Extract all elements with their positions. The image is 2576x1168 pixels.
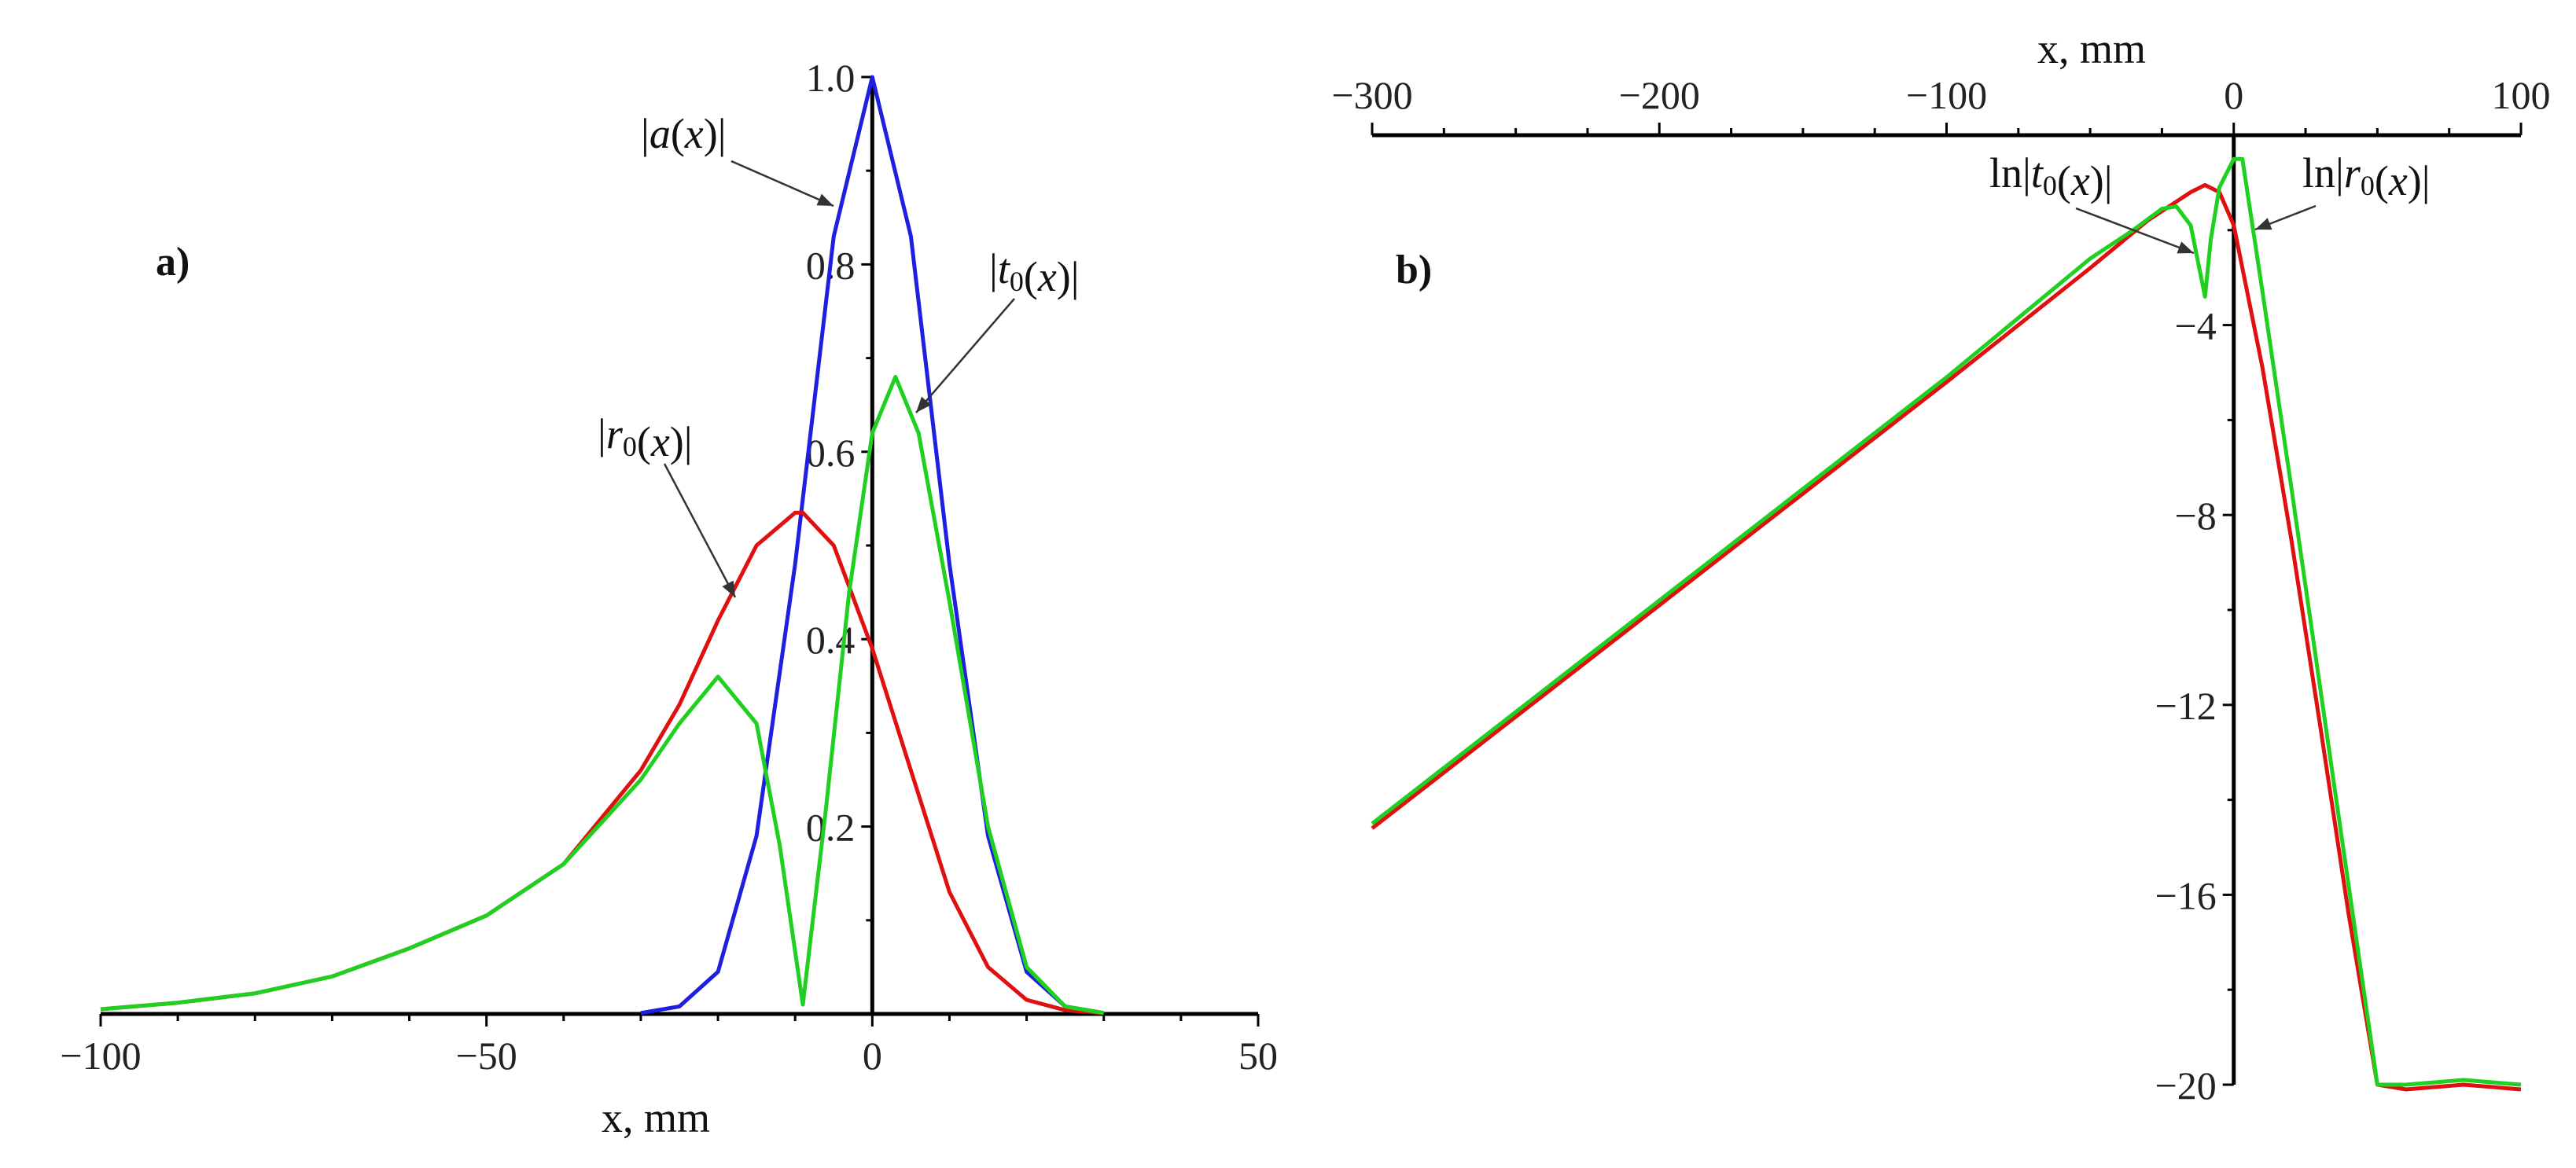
- annotation-t0-arrow: [915, 298, 1015, 413]
- y-tick-label: −8: [2175, 494, 2217, 538]
- x-tick-label: 0: [2224, 73, 2243, 117]
- y-tick-label: 1.0: [806, 56, 856, 100]
- y-tick-label: −12: [2155, 684, 2217, 728]
- annotation-t0-label: |t0(x)|: [989, 245, 1080, 300]
- x-tick-label: −100: [60, 1034, 141, 1078]
- chart-panel-a: −100 −50 0 50x, mm0.20.40.60.81.0a)|a(x)||r…: [60, 56, 1278, 1141]
- y-tick-label: 0.2: [806, 806, 856, 850]
- x-tick-label: −200: [1619, 73, 1700, 117]
- annotation-ln-r0-label: ln|r0(x)|: [2302, 149, 2431, 204]
- curve-a-line: [640, 75, 1105, 1016]
- y-tick-label: −16: [2155, 873, 2217, 917]
- panel-label-b: b): [1396, 248, 1432, 292]
- annotation-ln-t0-arrow: [2075, 207, 2195, 255]
- x-tick-label: −300: [1331, 73, 1412, 117]
- x-tick-label: 100: [2492, 73, 2551, 117]
- chart-panel-b: −300 −200 −100 0 100 x, mm −4 −8 −12 −16 −20 b) ln|t…: [1331, 25, 2550, 1107]
- x-tick-label: −50: [456, 1034, 517, 1078]
- y-tick-label: 0.6: [806, 431, 856, 475]
- annotation-a-arrow: [730, 160, 834, 208]
- annotation-r0-arrow: [663, 463, 737, 598]
- annotation-ln-t0-label: ln|t0(x)|: [1989, 149, 2113, 204]
- x-tick-label: −100: [1906, 73, 1987, 117]
- y-tick-label: −20: [2155, 1063, 2217, 1107]
- x-axis-title: x, mm: [2037, 25, 2146, 72]
- x-tick-label: 0: [863, 1034, 882, 1078]
- panel-label-a: a): [156, 240, 190, 285]
- annotation-a-label: |a(x)|: [641, 110, 727, 157]
- curve-t0-line: [100, 374, 1105, 1016]
- y-tick-label: −4: [2175, 304, 2217, 348]
- x-axis-title: x, mm: [602, 1094, 710, 1141]
- curve-ln-t0-line: [1371, 156, 2522, 1087]
- curve-ln-r0-line: [1371, 182, 2522, 1092]
- annotation-r0-label: |r0(x)|: [598, 410, 693, 465]
- x-tick-label: 50: [1238, 1034, 1278, 1078]
